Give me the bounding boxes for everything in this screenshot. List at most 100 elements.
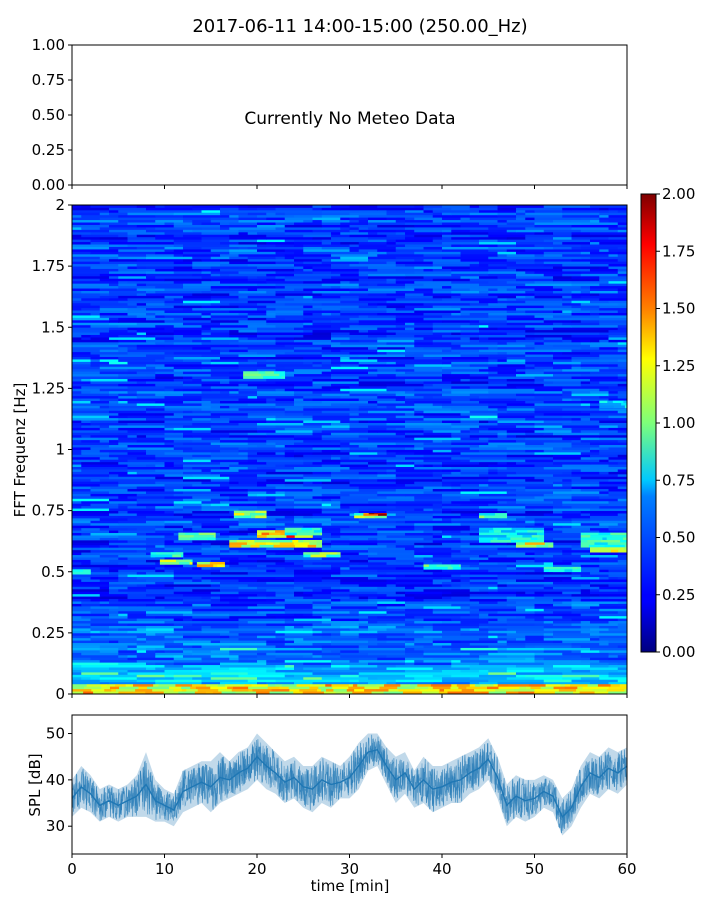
spectrogram-y-tick-label: 1 (55, 441, 65, 459)
heatmap-cell (423, 283, 443, 287)
heatmap-cell (192, 222, 202, 225)
heatmap-feature-cell (580, 532, 599, 536)
heatmap-cell (377, 327, 406, 331)
heatmap-cell (118, 522, 165, 526)
heatmap-cell (303, 356, 341, 360)
heatmap-cell (442, 510, 452, 514)
heatmap-cell (266, 442, 276, 446)
heatmap-feature-cell (497, 537, 511, 541)
heatmap-cell (349, 481, 397, 485)
heatmap-cell (118, 483, 165, 487)
heatmap-cell (432, 561, 443, 565)
heatmap-cell (571, 561, 619, 565)
heatmap-cell (72, 596, 101, 600)
heatmap-cell (479, 239, 498, 243)
heatmap-cell (164, 564, 184, 568)
heatmap-cell (368, 261, 387, 265)
heatmap-feature-cell (261, 532, 270, 536)
heatmap-cell (534, 332, 572, 335)
heatmap-cell (543, 205, 591, 208)
heatmap-cell (590, 586, 600, 590)
heatmap-cell (331, 312, 341, 316)
heatmap-cell (414, 407, 452, 411)
heatmap-cell (183, 376, 193, 379)
heatmap-cell (257, 547, 267, 551)
heatmap-cell (201, 236, 230, 240)
heatmap-cell (488, 464, 535, 468)
heatmap-cell (331, 366, 369, 370)
heatmap-cell (331, 564, 350, 568)
heatmap-cell (321, 464, 341, 468)
heatmap-cell (210, 385, 258, 389)
heatmap-feature-cell (326, 689, 334, 692)
heatmap-cell (127, 236, 156, 240)
heatmap-cell (247, 454, 286, 458)
heatmap-cell (479, 662, 498, 666)
heatmap-cell (118, 412, 156, 416)
heatmap-feature-cell (336, 552, 341, 555)
heatmap-cell (173, 334, 184, 338)
heatmap-cell (349, 564, 369, 568)
heatmap-cell (488, 635, 498, 639)
heatmap-feature-cell (310, 554, 327, 558)
heatmap-cell (81, 672, 119, 675)
heatmap-cell (405, 398, 452, 401)
heatmap-cell (432, 403, 443, 406)
heatmap-cell (580, 437, 600, 441)
heatmap-cell (534, 535, 582, 538)
heatmap-feature-cell (332, 686, 349, 690)
heatmap-cell (617, 601, 628, 604)
heatmap-cell (238, 449, 249, 453)
heatmap-cell (553, 266, 600, 269)
heatmap-cell (590, 290, 619, 294)
heatmap-cell (377, 205, 415, 208)
heatmap-cell (183, 219, 193, 223)
heatmap-cell (534, 407, 563, 411)
heatmap-cell (173, 297, 212, 301)
heatmap-cell (534, 476, 563, 480)
heatmap-cell (516, 493, 545, 497)
heatmap-cell (72, 620, 119, 624)
heatmap-cell (479, 395, 489, 399)
heatmap-cell (127, 327, 138, 331)
heatmap-feature-cell (438, 691, 448, 695)
heatmap-cell (294, 517, 332, 521)
heatmap-cell (368, 437, 415, 441)
heatmap-cell (220, 549, 230, 553)
heatmap-cell (146, 273, 193, 277)
heatmap-cell (284, 275, 332, 279)
heatmap-cell (247, 256, 276, 260)
heatmap-cell (275, 290, 313, 294)
heatmap-cell (543, 339, 563, 343)
heatmap-cell (220, 400, 267, 404)
heatmap-cell (164, 319, 212, 323)
heatmap-cell (99, 307, 128, 311)
heatmap-cell (312, 297, 360, 301)
heatmap-cell (247, 447, 276, 450)
heatmap-cell (423, 268, 434, 272)
heatmap-feature-cell (190, 537, 208, 541)
heatmap-cell (580, 451, 600, 455)
heatmap-cell (284, 605, 313, 609)
heatmap-cell (238, 290, 267, 294)
heatmap-cell (109, 425, 119, 428)
heatmap-cell (303, 515, 313, 519)
heatmap-cell (303, 439, 332, 443)
heatmap-cell (72, 258, 110, 262)
heatmap-cell (247, 451, 258, 455)
heatmap-cell (414, 344, 461, 348)
heatmap-feature-cell (263, 513, 267, 516)
heatmap-cell (553, 327, 572, 331)
heatmap-feature-cell (417, 684, 432, 687)
heatmap-feature-cell (469, 684, 476, 687)
heatmap-cell (294, 625, 304, 629)
heatmap-cell (358, 583, 387, 587)
heatmap-cell (266, 498, 276, 502)
heatmap-cell (405, 222, 443, 225)
heatmap-cell (99, 679, 138, 683)
heatmap-cell (72, 508, 110, 512)
heatmap-cell (377, 635, 387, 639)
heatmap-cell (562, 613, 582, 617)
heatmap-cell (247, 359, 267, 362)
heatmap-cell (497, 588, 545, 592)
